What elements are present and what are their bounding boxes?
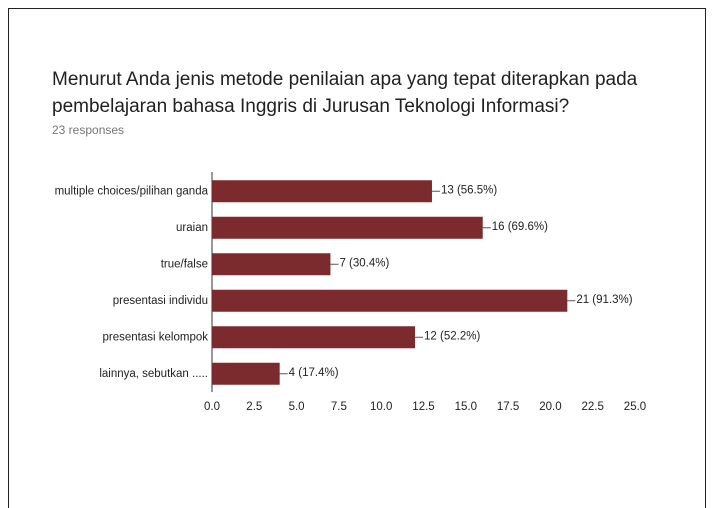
bar <box>212 180 432 203</box>
y-tick-label: true/false <box>161 258 208 270</box>
x-tick-label: 0.0 <box>204 401 220 413</box>
x-tick-label: 10.0 <box>370 401 392 413</box>
x-tick-label: 17.5 <box>497 401 519 413</box>
question-title: Menurut Anda jenis metode penilaian apa … <box>52 69 638 117</box>
x-tick-label: 2.5 <box>246 401 262 413</box>
value-label: 21 (91.3%) <box>576 294 632 306</box>
bar <box>212 289 568 312</box>
y-tick-label: uraian <box>176 222 208 234</box>
card-frame <box>8 8 706 508</box>
bar <box>212 326 416 349</box>
bar <box>212 362 280 385</box>
y-tick-label: lainnya, sebutkan ..... <box>99 368 208 380</box>
response-count: 23 responses <box>52 123 125 137</box>
value-label: 16 (69.6%) <box>492 221 548 233</box>
bar <box>212 216 483 239</box>
value-label: 13 (56.5%) <box>441 184 497 196</box>
value-label: 12 (52.2%) <box>424 330 480 342</box>
value-label: 7 (30.4%) <box>339 257 389 269</box>
x-tick-label: 7.5 <box>331 401 347 413</box>
x-tick-label: 5.0 <box>289 401 305 413</box>
x-tick-label: 12.5 <box>412 401 434 413</box>
x-tick-label: 20.0 <box>539 401 561 413</box>
y-tick-label: presentasi kelompok <box>103 331 209 343</box>
bar <box>212 253 331 276</box>
x-tick-label: 22.5 <box>582 401 604 413</box>
value-label: 4 (17.4%) <box>289 367 339 379</box>
x-tick-label: 15.0 <box>455 401 477 413</box>
y-tick-label: multiple choices/pilihan ganda <box>55 185 209 197</box>
x-tick-label: 25.0 <box>624 401 646 413</box>
y-tick-label: presentasi individu <box>113 295 208 307</box>
